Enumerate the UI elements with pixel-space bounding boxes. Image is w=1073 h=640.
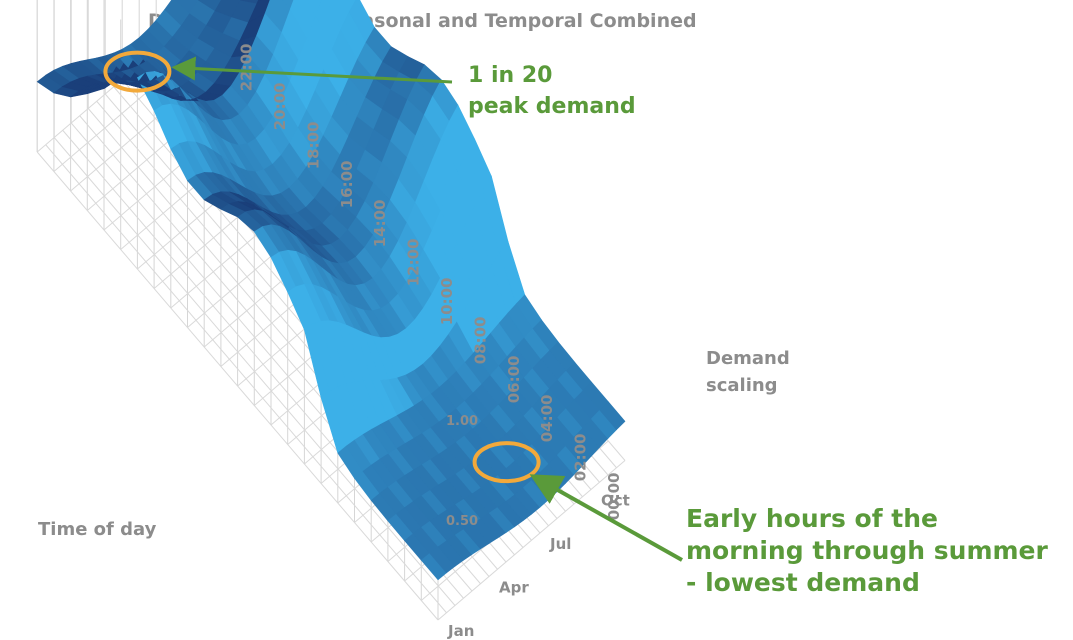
x-tick-label: 00:00: [605, 473, 623, 521]
x-tick-label: 04:00: [538, 395, 556, 443]
y-tick-label: Oct: [601, 492, 630, 510]
z-tick-label: 1.00: [446, 414, 478, 429]
x-tick-label: 08:00: [471, 317, 489, 365]
low-highlight-ellipse: [472, 441, 541, 484]
x-tick-label: 06:00: [505, 356, 523, 404]
peak-annotation: 1 in 20 peak demand: [468, 60, 636, 122]
x-tick-label: 12:00: [405, 239, 423, 287]
z-tick-label: 0.50: [446, 514, 478, 529]
low-annotation-line-3: - lowest demand: [686, 568, 920, 597]
low-annotation-line-1: Early hours of the: [686, 504, 938, 533]
surface-patch: [256, 0, 262, 4]
low-annotation-line-2: morning through summer: [686, 536, 1048, 565]
surface-patch: [599, 401, 626, 431]
floor-gridline: [53, 137, 456, 606]
x-tick-label: 16:00: [338, 161, 356, 209]
low-annotation: Early hours of the morning through summe…: [686, 503, 1048, 599]
z-axis-label: Demand scaling: [706, 348, 790, 396]
floor-gridline: [45, 144, 447, 614]
x-tick-label: 14:00: [371, 200, 389, 248]
x-tick-label: 22:00: [238, 44, 256, 92]
x-tick-label: 10:00: [438, 278, 456, 326]
low-arrow: [529, 474, 683, 562]
y-tick-label: Apr: [499, 579, 529, 597]
y-tick-label: Jul: [549, 535, 571, 553]
tick-labels: 00:00 02:00 04:00 06:00 08:00 10:00 12:00 14:00…: [238, 44, 630, 640]
floor-gridline: [36, 151, 439, 621]
y-tick-label: Jan: [447, 622, 474, 640]
surface-patch: [239, 0, 259, 4]
peak-highlight-ellipse: [103, 50, 172, 93]
annotation-marks: [103, 50, 683, 562]
x-axis-label: Time of day: [38, 519, 157, 540]
peak-arrow: [171, 56, 453, 84]
x-tick-label: 20:00: [271, 83, 289, 131]
peak-annotation-line-1: 1 in 20: [468, 63, 553, 88]
x-tick-label: 18:00: [304, 122, 322, 170]
peak-annotation-line-2: peak demand: [468, 94, 636, 119]
x-tick-label: 02:00: [572, 434, 590, 482]
surface-patch: [282, 0, 294, 10]
